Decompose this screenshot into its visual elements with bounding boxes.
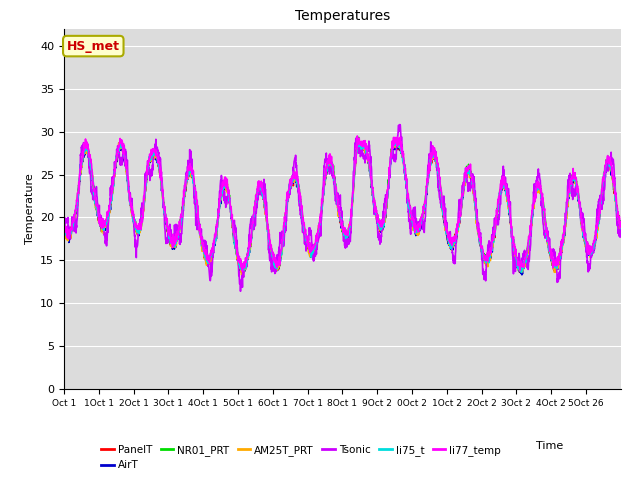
- NR01_PRT: [617, 225, 625, 230]
- Line: li77_temp: li77_temp: [64, 136, 621, 271]
- Tsonic: [236, 281, 244, 287]
- AirT: [617, 226, 625, 231]
- Tsonic: [237, 288, 244, 294]
- NR01_PRT: [510, 242, 518, 248]
- Tsonic: [542, 228, 550, 233]
- li75_t: [60, 225, 68, 231]
- Text: Time: Time: [536, 441, 563, 451]
- li77_temp: [609, 177, 617, 183]
- li75_t: [236, 261, 244, 266]
- Line: NR01_PRT: NR01_PRT: [64, 137, 621, 271]
- AM25T_PRT: [389, 138, 397, 144]
- PanelT: [239, 271, 246, 277]
- Tsonic: [376, 241, 384, 247]
- PanelT: [542, 221, 550, 227]
- Line: PanelT: PanelT: [64, 140, 621, 274]
- li75_t: [617, 223, 625, 228]
- AirT: [236, 264, 244, 270]
- Title: Temperatures: Temperatures: [295, 10, 390, 24]
- Tsonic: [60, 230, 68, 236]
- AM25T_PRT: [116, 147, 124, 153]
- li77_temp: [116, 139, 124, 145]
- NR01_PRT: [355, 134, 362, 140]
- li75_t: [542, 224, 550, 229]
- li77_temp: [617, 219, 625, 225]
- Line: Tsonic: Tsonic: [64, 124, 621, 291]
- li75_t: [355, 137, 362, 143]
- AirT: [609, 182, 617, 188]
- AirT: [60, 227, 68, 233]
- li75_t: [510, 245, 518, 251]
- AM25T_PRT: [609, 182, 617, 188]
- AirT: [518, 272, 525, 278]
- li77_temp: [542, 221, 550, 227]
- AM25T_PRT: [239, 275, 246, 280]
- AirT: [116, 146, 124, 152]
- li75_t: [518, 269, 525, 275]
- li75_t: [609, 178, 617, 183]
- AM25T_PRT: [376, 224, 384, 229]
- PanelT: [355, 137, 362, 143]
- Tsonic: [511, 262, 518, 267]
- AirT: [395, 139, 403, 145]
- AirT: [376, 224, 383, 230]
- PanelT: [511, 244, 518, 250]
- NR01_PRT: [542, 222, 550, 228]
- AM25T_PRT: [542, 225, 550, 231]
- li77_temp: [376, 218, 384, 224]
- Text: HS_met: HS_met: [67, 40, 120, 53]
- NR01_PRT: [116, 139, 124, 145]
- Legend: PanelT, AirT, NR01_PRT, AM25T_PRT, Tsonic, li75_t, li77_temp: PanelT, AirT, NR01_PRT, AM25T_PRT, Tsoni…: [97, 441, 506, 474]
- AM25T_PRT: [236, 264, 244, 269]
- li77_temp: [353, 133, 361, 139]
- AirT: [542, 228, 550, 233]
- Line: AirT: AirT: [64, 142, 621, 275]
- AM25T_PRT: [511, 252, 518, 258]
- NR01_PRT: [516, 268, 524, 274]
- NR01_PRT: [609, 180, 617, 185]
- li77_temp: [239, 268, 246, 274]
- AM25T_PRT: [617, 223, 625, 228]
- PanelT: [617, 226, 625, 232]
- AM25T_PRT: [60, 226, 68, 231]
- Tsonic: [396, 121, 404, 127]
- PanelT: [609, 177, 617, 183]
- Line: li75_t: li75_t: [64, 140, 621, 272]
- PanelT: [236, 261, 244, 266]
- Y-axis label: Temperature: Temperature: [24, 173, 35, 244]
- li77_temp: [511, 241, 518, 247]
- NR01_PRT: [60, 226, 68, 231]
- li75_t: [376, 223, 384, 229]
- AirT: [510, 250, 518, 256]
- li77_temp: [236, 259, 244, 264]
- PanelT: [60, 225, 68, 230]
- li77_temp: [60, 229, 68, 235]
- Tsonic: [609, 156, 617, 162]
- NR01_PRT: [376, 221, 384, 227]
- PanelT: [376, 229, 384, 235]
- li75_t: [116, 143, 124, 149]
- PanelT: [116, 146, 124, 152]
- Tsonic: [116, 158, 124, 164]
- Line: AM25T_PRT: AM25T_PRT: [64, 141, 621, 277]
- Tsonic: [617, 227, 625, 232]
- NR01_PRT: [236, 263, 244, 268]
